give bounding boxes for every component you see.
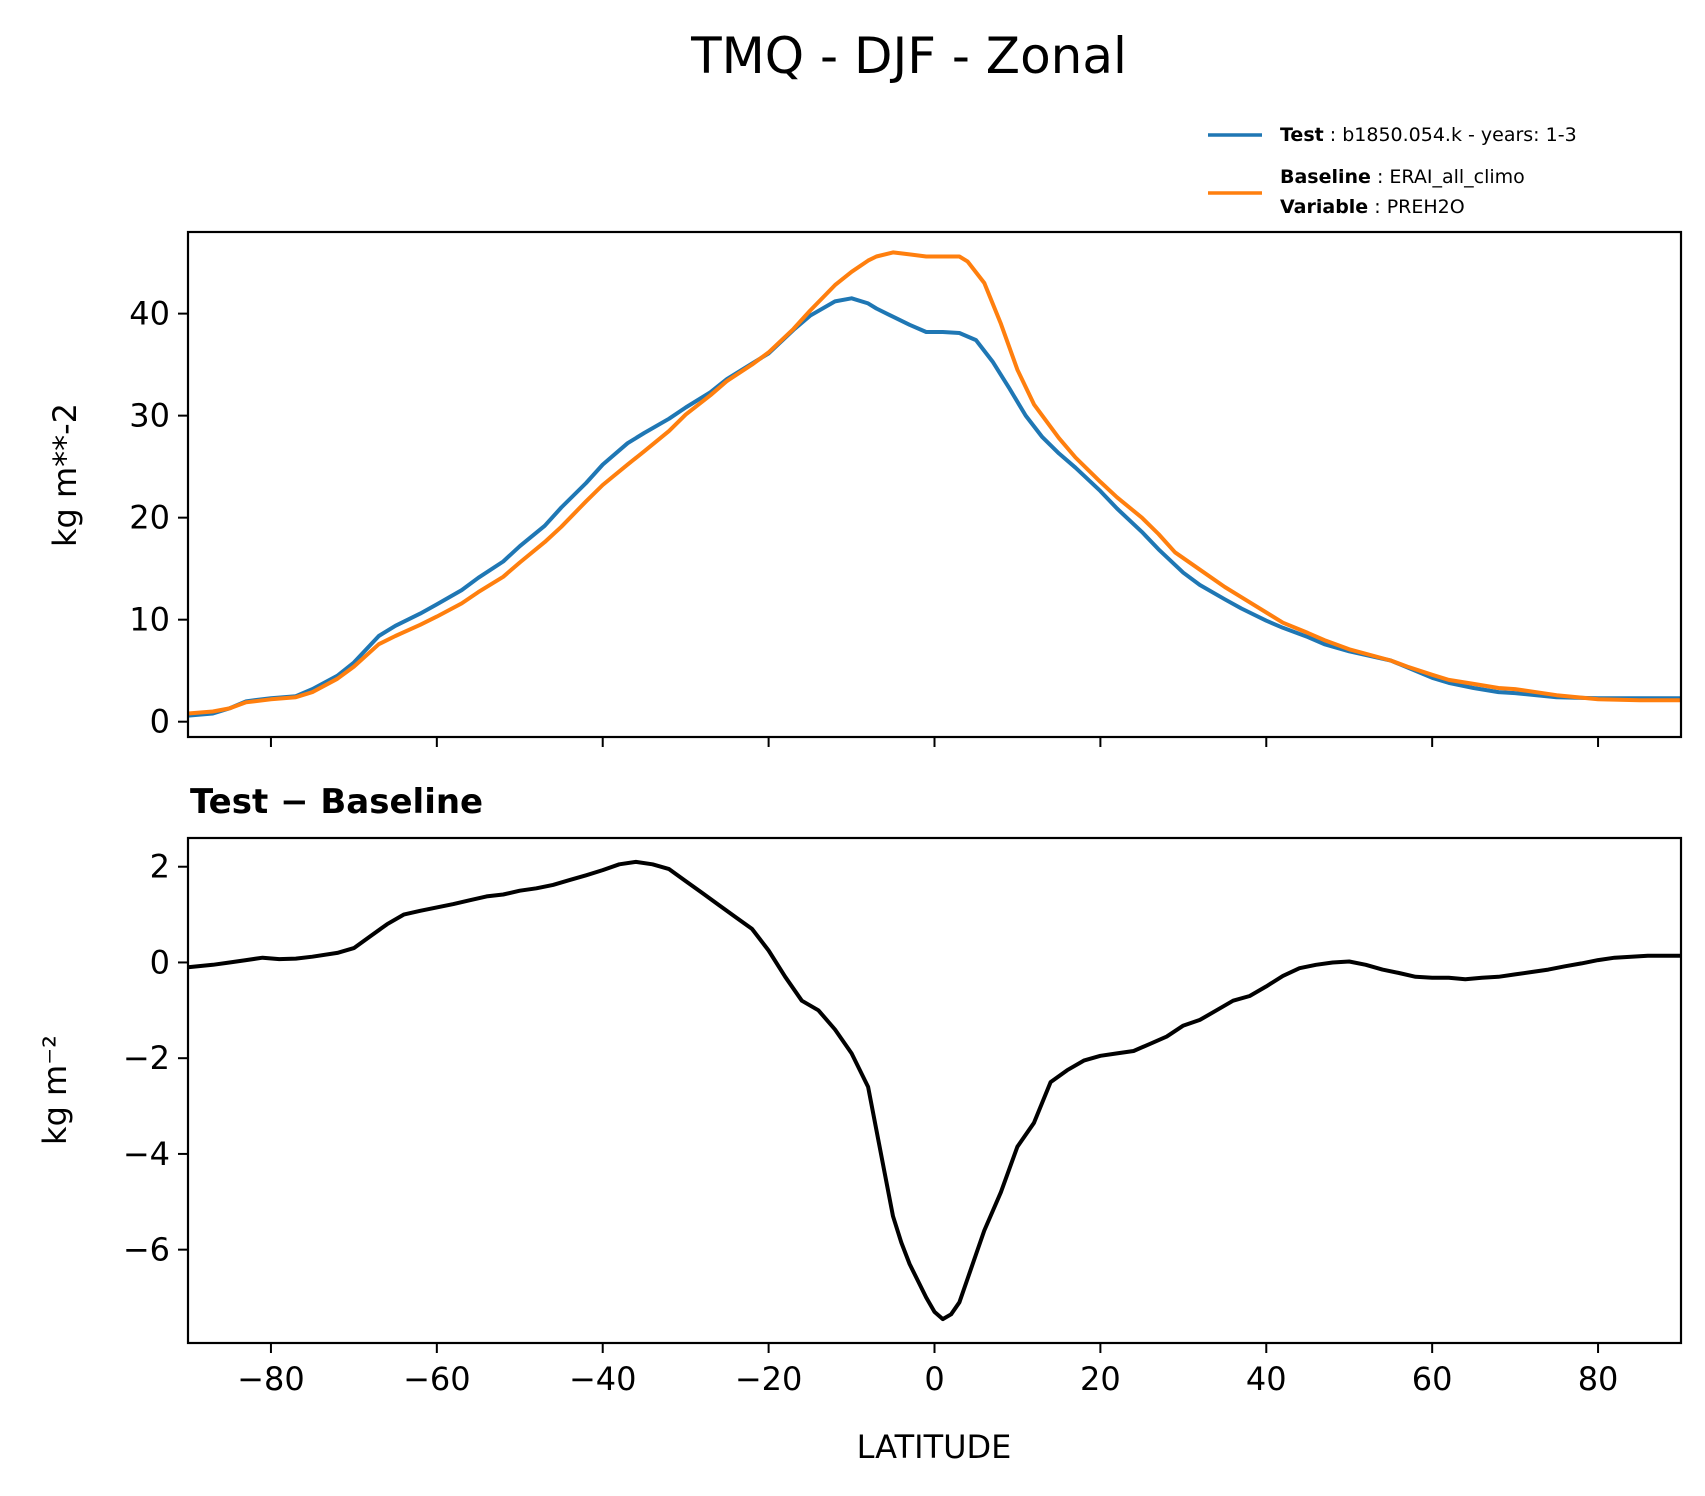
bottom-series (187, 859, 1681, 1322)
legend-baseline-bold: Baseline (1280, 166, 1371, 188)
top-panel: kg m**-2 0 10 20 30 40 (46, 230, 1683, 747)
top-series-test (187, 296, 1681, 718)
bottom-y-tick-label: 0 (150, 943, 170, 981)
bottom-x-tick-label: 40 (1246, 1360, 1287, 1398)
legend-baseline-text: ERAI_all_climo (1389, 166, 1524, 188)
legend-variable-text: PREH2O (1387, 196, 1465, 218)
bottom-x-tick-label: −60 (403, 1360, 471, 1398)
bottom-x-tick-label: 80 (1578, 1360, 1619, 1398)
bottom-plot-frame (186, 836, 1683, 1345)
chart-title: TMQ - DJF - Zonal (690, 27, 1127, 85)
bottom-y-tick-label: 2 (150, 848, 170, 886)
bottom-x-tick-label: 0 (924, 1360, 944, 1398)
bottom-y-tick-label: −6 (123, 1231, 170, 1269)
bottom-y-tick-label: −2 (123, 1039, 170, 1077)
top-y-tick-label: 10 (129, 601, 170, 639)
legend-baseline-label: Baseline : ERAI_all_climo (1280, 166, 1525, 188)
top-y-tick-label: 40 (129, 295, 170, 333)
legend-test-sep: : (1324, 124, 1342, 146)
bottom-x-tick-label: 60 (1412, 1360, 1453, 1398)
top-y-tick-label: 20 (129, 499, 170, 537)
top-x-ticks (269, 737, 1600, 747)
legend-test-text: b1850.054.k - years: 1-3 (1342, 124, 1576, 146)
top-y-ticks: 0 10 20 30 40 (129, 295, 188, 741)
bottom-y-axis-label: kg m⁻² (36, 1035, 74, 1145)
x-axis-label: LATITUDE (857, 1428, 1012, 1466)
bottom-x-tick-label: −80 (237, 1360, 305, 1398)
top-y-tick-label: 0 (150, 703, 170, 741)
legend-variable-label: Variable : PREH2O (1280, 196, 1465, 218)
legend-variable-bold: Variable (1280, 196, 1368, 218)
top-series-baseline (187, 250, 1681, 716)
bottom-panel-title: Test − Baseline (190, 782, 483, 822)
bottom-series-test-baseline (187, 859, 1681, 1322)
legend: Test : b1850.054.k - years: 1-3 Baseline… (1208, 124, 1577, 218)
top-y-tick-label: 30 (129, 397, 170, 435)
legend-variable-sep: : (1368, 196, 1386, 218)
legend-test-label: Test : b1850.054.k - years: 1-3 (1280, 124, 1577, 146)
top-series (187, 250, 1681, 718)
bottom-x-ticks: −80 −60 −40 −20 0 20 40 60 80 (237, 1343, 1618, 1398)
bottom-x-tick-label: 20 (1080, 1360, 1121, 1398)
legend-test-bold: Test (1280, 124, 1324, 146)
top-plot-frame (186, 230, 1683, 739)
top-y-axis-label: kg m**-2 (46, 403, 84, 547)
bottom-y-tick-label: −4 (123, 1135, 170, 1173)
bottom-x-tick-label: −20 (735, 1360, 803, 1398)
bottom-panel: Test − Baseline kg m⁻² 20−2−4−6 −80 −60 −4… (36, 782, 1683, 1466)
bottom-y-ticks: 2 0 −2 −4 −6 (123, 848, 188, 1269)
bottom-x-tick-label: −40 (569, 1360, 637, 1398)
legend-baseline-sep: : (1371, 166, 1389, 188)
